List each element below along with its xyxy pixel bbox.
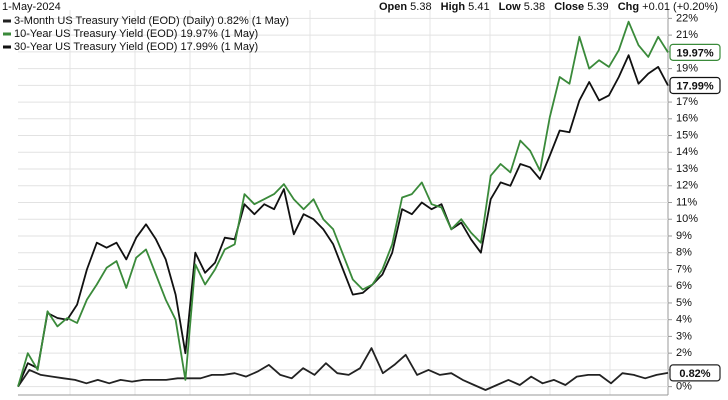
- close: 5.39: [587, 1, 608, 13]
- legend-label: 30-Year US Treasury Yield (EOD) 17.99% (…: [14, 41, 258, 53]
- high: 5.41: [468, 1, 489, 13]
- low: 5.38: [524, 1, 545, 13]
- date: 1-May-2024: [2, 1, 61, 13]
- y-tick-label: 16%: [676, 113, 698, 125]
- last-value-tag: [669, 364, 721, 382]
- y-tick-label: 7%: [676, 263, 692, 275]
- low-label: Low: [499, 1, 521, 13]
- high-label: High: [441, 1, 466, 13]
- legend-label: 3-Month US Treasury Yield (EOD) (Daily) …: [14, 15, 289, 27]
- legend-swatch: [3, 45, 11, 49]
- y-tick-label: 21%: [676, 29, 698, 41]
- last-value-tag: [669, 76, 721, 95]
- y-tick-label: 15%: [676, 129, 698, 141]
- last-value-tag: [669, 43, 721, 61]
- y-tick-label: 22%: [676, 12, 698, 24]
- y-tick-label: 11%: [676, 196, 697, 208]
- series-line: [17, 20, 669, 387]
- y-tick-label: 0%: [676, 381, 692, 393]
- last-value-label: 17.99%: [676, 80, 714, 92]
- open-label: Open: [379, 1, 407, 13]
- y-tick-label: 10%: [676, 213, 698, 225]
- y-tick-label: 12%: [676, 180, 698, 192]
- y-tick-label: 19%: [676, 62, 698, 74]
- chg-label: Chg: [618, 1, 639, 13]
- last-value-label: 19.97%: [676, 47, 714, 59]
- y-tick-label: 13%: [676, 163, 698, 175]
- y-tick-label: 17%: [676, 96, 698, 108]
- legend-swatch: [3, 32, 11, 36]
- y-tick-label: 6%: [676, 280, 692, 292]
- y-tick-label: 3%: [676, 330, 692, 342]
- y-tick-label: 14%: [676, 146, 698, 158]
- last-value-label: 0.82%: [679, 368, 710, 380]
- ohlc: Open 5.38 High 5.41 Low 5.38 Close 5.39 …: [379, 1, 718, 13]
- legend-label: 10-Year US Treasury Yield (EOD) 19.97% (…: [14, 28, 258, 40]
- open: 5.38: [410, 1, 431, 13]
- y-tick-label: 8%: [676, 247, 692, 259]
- y-tick-label: 2%: [676, 347, 692, 359]
- chg: +0.01 (+0.20%): [642, 1, 718, 13]
- y-tick-label: 5%: [676, 297, 692, 309]
- legend-swatch: [3, 19, 11, 23]
- series-line: [17, 54, 669, 387]
- y-tick-label: 4%: [676, 314, 692, 326]
- series-line: [17, 347, 669, 391]
- close-label: Close: [554, 1, 584, 13]
- y-tick-label: 9%: [676, 230, 692, 242]
